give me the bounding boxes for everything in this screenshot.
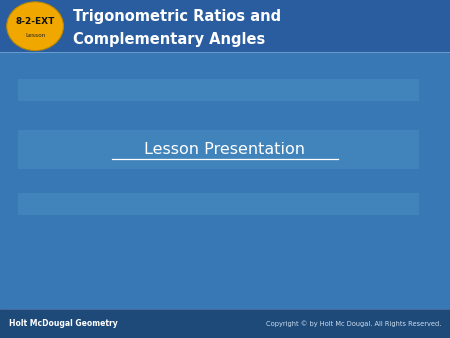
Text: Complementary Angles: Complementary Angles: [73, 31, 265, 47]
Bar: [18, 79, 418, 101]
Ellipse shape: [7, 2, 63, 51]
Text: Holt McDougal Geometry: Holt McDougal Geometry: [9, 319, 118, 328]
Text: Lesson Presentation: Lesson Presentation: [144, 142, 306, 157]
Bar: [18, 193, 418, 215]
Bar: [0, 309, 450, 338]
Bar: [18, 130, 418, 169]
Text: 8-2-EXT: 8-2-EXT: [15, 17, 55, 26]
Bar: [0, 0, 450, 52]
Text: Copyright © by Holt Mc Dougal. All Rights Reserved.: Copyright © by Holt Mc Dougal. All Right…: [266, 320, 441, 327]
Text: Trigonometric Ratios and: Trigonometric Ratios and: [73, 9, 281, 24]
Text: Lesson: Lesson: [25, 33, 45, 38]
